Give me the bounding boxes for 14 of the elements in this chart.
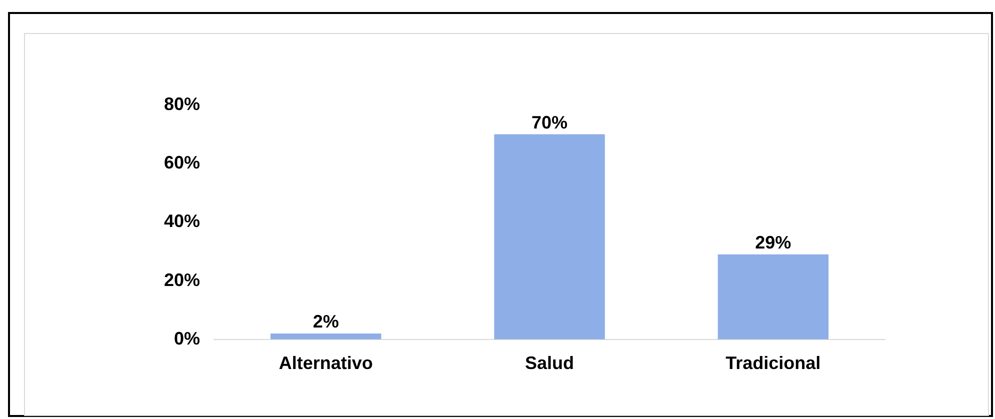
x-tick-label: Tradicional xyxy=(726,353,821,374)
data-label: 29% xyxy=(755,232,792,252)
y-tick-label: 20% xyxy=(164,270,200,290)
bar xyxy=(718,254,829,340)
data-label: 2% xyxy=(312,312,339,332)
bar xyxy=(494,134,605,340)
data-label: 70% xyxy=(532,112,568,132)
y-tick-label: 0% xyxy=(174,328,200,348)
bar xyxy=(270,334,382,340)
y-tick-label: 40% xyxy=(164,211,200,232)
y-tick-label: 60% xyxy=(164,152,200,173)
x-tick-label: Salud xyxy=(525,353,574,374)
y-tick-label: 80% xyxy=(164,94,200,114)
x-tick-label: Alternativo xyxy=(278,353,373,374)
